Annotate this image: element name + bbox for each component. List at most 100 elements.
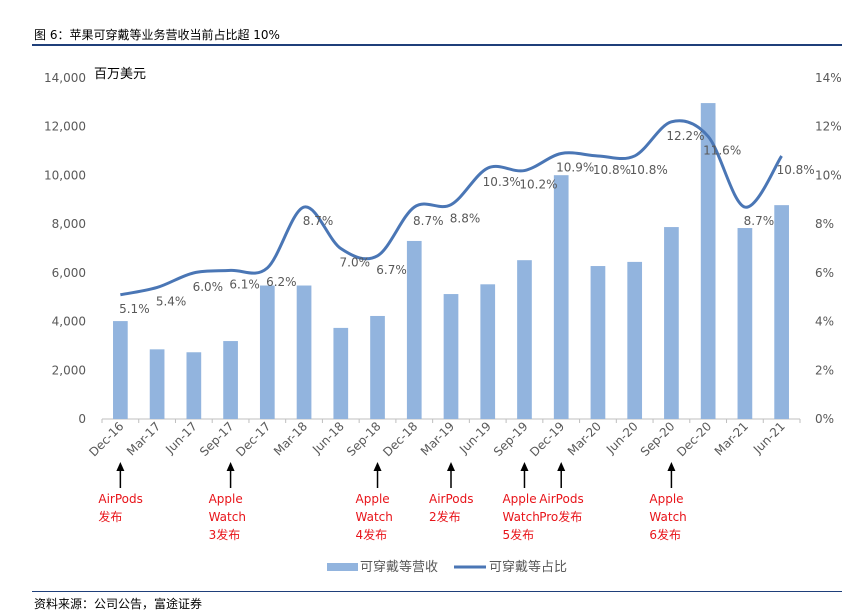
right-tick-label: 8% <box>815 217 834 231</box>
bar <box>406 240 422 419</box>
annotation-text: Apple <box>649 492 683 506</box>
annotation-text: Apple <box>502 492 536 506</box>
annotation-text: Apple <box>356 492 390 506</box>
data-label: 6.0% <box>193 280 224 294</box>
data-label: 10.2% <box>519 178 557 192</box>
data-label: 5.4% <box>156 294 187 308</box>
source-note: 资料来源：公司公告，富途证券 <box>34 597 203 611</box>
left-tick-label: 12,000 <box>44 120 86 134</box>
unit-label: 百万美元 <box>94 67 146 82</box>
x-tick-label: Sep-20 <box>638 419 678 459</box>
left-tick-label: 14,000 <box>44 71 86 85</box>
x-tick-label: Sep-17 <box>197 419 237 459</box>
annotation-text: Watch <box>356 510 393 524</box>
data-label: 8.7% <box>744 214 775 228</box>
bar <box>113 321 128 419</box>
data-label: 8.8% <box>450 212 481 226</box>
bar <box>664 227 679 419</box>
annotation-arrow-head <box>116 462 125 471</box>
x-tick-label: Sep-19 <box>491 419 531 459</box>
x-tick-label: Dec-19 <box>527 419 567 459</box>
release-annotations: AirPods 发布 Apple Watch 3发布 Apple Watch 4发布 AirPo… <box>98 462 687 542</box>
annotation-text: 3发布 <box>209 527 241 542</box>
line-series: 5.1% 5.4% 6.0% 6.1% 6.2% 8.7% 7.0% 6.7% 8.7% 8.8%… <box>119 119 815 316</box>
x-tick-label: Dec-18 <box>380 419 420 459</box>
x-tick-label: Jun-17 <box>162 419 200 457</box>
annotation-text: AirPods <box>539 492 584 506</box>
data-label: 10.3% <box>483 175 521 189</box>
data-label: 10.8% <box>777 163 815 177</box>
bar <box>186 352 202 419</box>
data-label: 11.6% <box>703 143 741 157</box>
x-tick-label: Jun-21 <box>750 419 788 457</box>
data-label: 6.7% <box>376 263 407 277</box>
x-tick-label: Dec-17 <box>233 419 273 459</box>
x-tick-label: Mar-17 <box>124 419 163 458</box>
right-tick-label: 10% <box>815 168 842 182</box>
right-tick-label: 2% <box>815 363 834 377</box>
bar <box>223 341 238 419</box>
left-tick-label: 4,000 <box>52 315 86 329</box>
legend: 可穿戴等营收 可穿戴等占比 <box>327 559 567 575</box>
annotation-text: AirPods <box>429 492 474 506</box>
x-tick-label: Jun-20 <box>603 419 641 457</box>
annotation-text: Pro发布 <box>539 509 582 524</box>
left-tick-label: 2,000 <box>52 363 86 377</box>
data-label: 6.2% <box>266 275 297 289</box>
annotation-text: 2发布 <box>429 509 461 524</box>
data-label: 12.2% <box>666 129 704 143</box>
data-label: 7.0% <box>340 256 371 270</box>
x-tick-label: Jun-19 <box>456 419 494 457</box>
bar <box>443 294 459 419</box>
right-tick-label: 6% <box>815 266 834 280</box>
annotation-arrow-head <box>667 462 676 471</box>
annotation-text: AirPods <box>98 492 143 506</box>
legend-swatch-bar <box>327 563 358 571</box>
right-tick-label: 14% <box>815 71 842 85</box>
x-tick-label: Mar-19 <box>418 419 457 458</box>
annotation-text: Watch <box>502 510 539 524</box>
legend-label: 可穿戴等占比 <box>489 559 567 575</box>
source-rule <box>32 591 842 592</box>
left-tick-label: 8,000 <box>52 217 86 231</box>
bar <box>553 175 569 419</box>
bar <box>370 315 385 419</box>
annotation-text: 6发布 <box>649 527 681 542</box>
left-tick-label: 0 <box>78 412 86 426</box>
data-label: 10.8% <box>593 163 631 177</box>
data-label: 10.8% <box>630 163 668 177</box>
data-label: 10.9% <box>556 161 594 175</box>
annotation-text: Watch <box>649 510 686 524</box>
data-label: 6.1% <box>229 277 260 291</box>
right-tick-label: 4% <box>815 315 834 329</box>
annotation-arrow-head <box>520 462 529 471</box>
data-label: 8.7% <box>413 214 444 228</box>
annotation-arrow-head <box>373 462 382 471</box>
x-tick-label: Mar-18 <box>271 419 310 458</box>
bar <box>590 266 606 419</box>
bar <box>149 349 165 419</box>
annotation-arrow-head <box>557 462 566 471</box>
bar <box>296 285 312 419</box>
bar <box>700 103 716 419</box>
bar-series <box>113 103 789 419</box>
annotation-text: 发布 <box>98 509 122 524</box>
bar <box>627 261 643 419</box>
bar <box>259 285 275 419</box>
annotation-arrow-head <box>447 462 455 471</box>
bar <box>480 284 496 419</box>
left-tick-label: 6,000 <box>52 266 86 280</box>
x-tick-label: Mar-20 <box>565 419 604 458</box>
x-tick-label: Mar-21 <box>712 419 751 458</box>
x-tick-label: Dec-16 <box>86 419 126 459</box>
bar <box>333 327 349 419</box>
x-tick-label: Sep-18 <box>344 419 384 459</box>
bar <box>517 260 532 419</box>
figure-title: 图 6：苹果可穿戴等业务营收当前占比超 10% <box>34 28 280 42</box>
left-tick-label: 10,000 <box>44 168 86 182</box>
annotation-text: 4发布 <box>356 527 388 542</box>
share-line <box>120 119 783 297</box>
annotation-text: Watch <box>209 510 246 524</box>
annotation-text: Apple <box>209 492 243 506</box>
